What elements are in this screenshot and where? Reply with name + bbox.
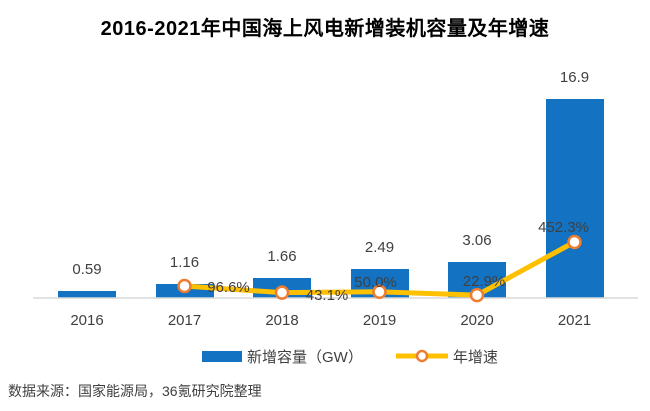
bar-2018 [253,278,311,298]
x-tick-2020: 2020 [460,312,494,329]
growth-label-2019: 50.0% [354,273,397,291]
bar-swatch-icon [202,350,242,362]
bar-2017 [155,284,214,298]
chart-title: 2016-2021年中国海上风电新增装机容量及年增速 [100,18,550,40]
x-tick-2017: 2017 [167,312,202,329]
legend: 新增容量（GW） 年增速 [0,344,650,368]
x-tick-2018: 2018 [265,312,299,329]
source-note: 数据来源：国家能源局，36氪研究院整理 [8,383,262,399]
bar-value-label-2020: 3.06 [462,231,492,249]
growth-label-2020: 22.9% [462,273,506,291]
legend-item-bars: 新增容量（GW） [202,346,363,367]
growth-label-2017: 96.6% [207,279,250,297]
line-swatch-icon [395,349,448,363]
legend-bar-label: 新增容量（GW） [247,348,363,366]
bar-value-label-2017: 1.16 [169,254,200,272]
bar-value-label-2018: 1.66 [267,248,297,266]
x-tick-2021: 2021 [557,312,592,329]
bar-2016 [58,291,116,298]
x-tick-2016: 2016 [70,312,104,329]
bar-value-label-2016: 0.59 [72,261,102,279]
legend-line-label: 年增速 [452,348,498,366]
bar-value-label-2021: 16.9 [559,69,590,86]
x-tick-2019: 2019 [362,312,397,329]
legend-item-line: 年增速 [395,346,498,367]
bar-value-label-2019: 2.49 [364,238,395,256]
growth-label-2018: 43.1% [305,286,349,304]
bar-2021 [545,99,604,298]
growth-label-2021: 452.3% [538,219,589,236]
